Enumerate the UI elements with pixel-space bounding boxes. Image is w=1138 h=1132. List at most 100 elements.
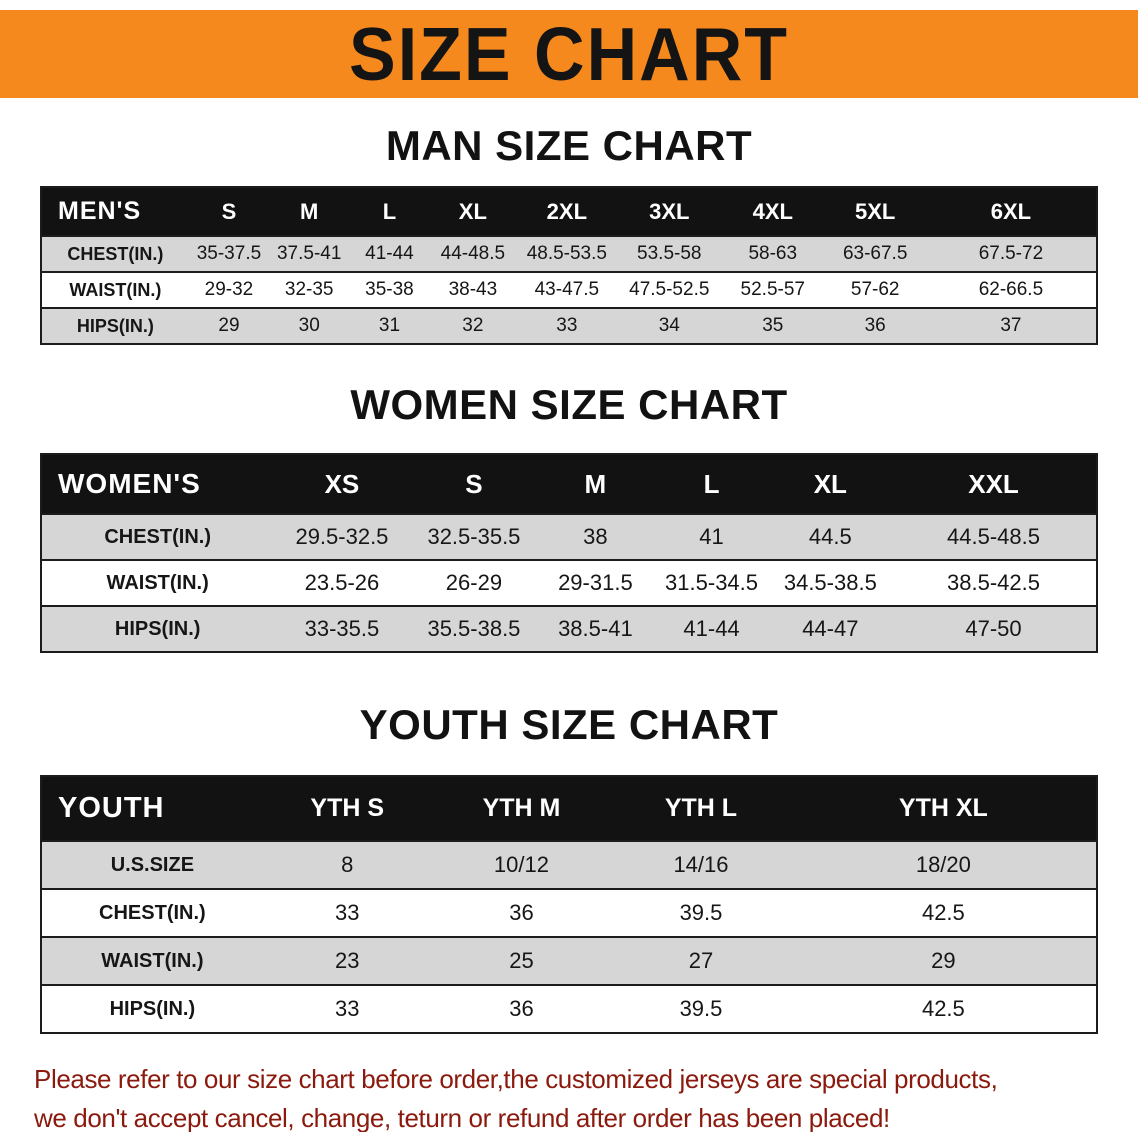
women-chest-row: CHEST(IN.) 29.5-32.5 32.5-35.5 38 41 44.… [41, 514, 1097, 560]
size-col-header: 5XL [824, 187, 926, 236]
men-table-title: MEN'S [41, 187, 189, 236]
size-cell: 14/16 [673, 852, 729, 877]
women-section-title: WOMEN SIZE CHART [350, 381, 788, 428]
size-col-header: XXL [891, 454, 1097, 514]
men-section-title: MAN SIZE CHART [385, 122, 753, 169]
size-col-header: YTH L [611, 776, 791, 841]
size-cell: 29-31.5 [558, 570, 633, 595]
size-cell: 41-44 [365, 243, 414, 264]
size-cell: 62-66.5 [978, 279, 1044, 300]
row-label: WAIST(IN.) [101, 949, 204, 972]
size-cell: 34.5-38.5 [783, 570, 877, 595]
size-cell: 36 [509, 996, 534, 1021]
youth-size-table: YOUTH YTH S YTH M YTH L YTH XL U.S.SIZE … [40, 775, 1098, 1034]
row-label: CHEST(IN.) [67, 243, 164, 264]
footer-line-2: we don't accept cancel, change, teturn o… [34, 1103, 890, 1132]
size-col-header: YTH XL [790, 776, 1097, 841]
size-cell: 58-63 [748, 243, 798, 264]
size-cell: 31 [378, 315, 401, 336]
row-label: WAIST(IN.) [106, 571, 209, 594]
size-cell: 57-62 [850, 279, 900, 300]
footer-line-1: Please refer to our size chart before or… [34, 1064, 998, 1094]
youth-table-title: YOUTH [41, 776, 263, 841]
row-label: HIPS(IN.) [114, 617, 201, 640]
men-size-table: MEN'S S M L XL 2XL 3XL 4XL 5XL 6XL CHEST… [40, 186, 1098, 345]
size-cell: 44-48.5 [440, 243, 506, 264]
size-cell: 38.5-42.5 [947, 570, 1040, 595]
size-cell: 53.5-58 [637, 243, 702, 264]
row-label: CHEST(IN.) [99, 901, 206, 924]
size-cell: 37 [1000, 315, 1022, 336]
size-cell: 35-38 [365, 279, 414, 300]
row-label: U.S.SIZE [110, 853, 195, 876]
size-cell: 63-67.5 [842, 243, 908, 264]
row-label: HIPS(IN.) [76, 315, 154, 336]
size-cell: 35-37.5 [196, 243, 262, 264]
size-col-header: S [188, 187, 270, 236]
size-cell: 32-35 [284, 279, 334, 300]
size-col-header: M [537, 454, 654, 514]
size-col-header: S [410, 454, 538, 514]
size-col-header: L [349, 187, 430, 236]
size-cell: 39.5 [679, 996, 723, 1021]
size-cell: 8 [341, 852, 354, 877]
women-waist-row: WAIST(IN.) 23.5-26 26-29 29-31.5 31.5-34… [41, 560, 1097, 606]
size-col-header: L [653, 454, 770, 514]
size-cell: 38.5-41 [558, 616, 633, 641]
size-cell: 44.5 [808, 524, 852, 549]
youth-header-row: YOUTH YTH S YTH M YTH L YTH XL [41, 776, 1097, 841]
size-cell: 23 [334, 948, 360, 973]
size-cell: 67.5-72 [978, 243, 1044, 264]
women-size-table: WOMEN'S XS S M L XL XXL CHEST(IN.) 29.5-… [40, 453, 1098, 653]
size-cell: 38 [583, 524, 608, 549]
size-col-header: 3XL [617, 187, 722, 236]
size-cell: 23.5-26 [304, 570, 380, 595]
men-hips-row: HIPS(IN.) 29 30 31 32 33 34 35 36 37 [41, 308, 1097, 344]
size-cell: 29 [218, 315, 240, 336]
size-cell: 33 [334, 996, 360, 1021]
youth-ussize-row: U.S.SIZE 8 10/12 14/16 18/20 [41, 841, 1097, 889]
size-cell: 30 [298, 315, 320, 336]
size-col-header: XL [769, 454, 892, 514]
size-cell: 41-44 [683, 616, 740, 641]
size-cell: 33 [556, 315, 578, 336]
size-cell: 43-47.5 [534, 279, 600, 300]
size-col-header: XS [273, 454, 411, 514]
size-cell: 27 [688, 948, 714, 973]
women-header-row: WOMEN'S XS S M L XL XXL [41, 454, 1097, 514]
size-cell: 31.5-34.5 [665, 570, 759, 595]
size-cell: 39.5 [679, 900, 723, 925]
size-cell: 18/20 [915, 852, 971, 877]
size-cell: 32.5-35.5 [427, 524, 521, 549]
size-cell: 42.5 [921, 996, 965, 1021]
size-cell: 36 [509, 900, 534, 925]
size-col-header: 2XL [516, 187, 618, 236]
youth-hips-row: HIPS(IN.) 33 36 39.5 42.5 [41, 985, 1097, 1033]
size-cell: 44.5-48.5 [947, 524, 1040, 549]
size-cell: 35.5-38.5 [427, 616, 521, 641]
size-cell: 47-50 [965, 616, 1022, 641]
women-table-title: WOMEN'S [41, 454, 274, 514]
size-cell: 26-29 [445, 570, 503, 595]
size-col-header: 6XL [925, 187, 1097, 236]
size-col-header: M [269, 187, 350, 236]
size-cell: 41 [699, 524, 724, 549]
size-cell: 33-35.5 [304, 616, 380, 641]
size-cell: 32 [462, 315, 484, 336]
size-col-header: 4XL [721, 187, 825, 236]
youth-waist-row: WAIST(IN.) 23 25 27 29 [41, 937, 1097, 985]
size-cell: 52.5-57 [740, 279, 805, 300]
size-cell: 25 [509, 948, 534, 973]
size-cell: 37.5-41 [276, 243, 342, 264]
page-title: SIZE CHART [349, 11, 789, 97]
men-waist-row: WAIST(IN.) 29-32 32-35 35-38 38-43 43-47… [41, 272, 1097, 308]
row-label: CHEST(IN.) [104, 525, 211, 548]
size-cell: 48.5-53.5 [526, 243, 607, 264]
youth-chest-row: CHEST(IN.) 33 36 39.5 42.5 [41, 889, 1097, 937]
men-chest-row: CHEST(IN.) 35-37.5 37.5-41 41-44 44-48.5… [41, 236, 1097, 272]
size-cell: 36 [864, 315, 886, 336]
men-header-row: MEN'S S M L XL 2XL 3XL 4XL 5XL 6XL [41, 187, 1097, 236]
size-col-header: YTH M [431, 776, 612, 841]
size-cell: 29.5-32.5 [295, 524, 389, 549]
women-hips-row: HIPS(IN.) 33-35.5 35.5-38.5 38.5-41 41-4… [41, 606, 1097, 652]
